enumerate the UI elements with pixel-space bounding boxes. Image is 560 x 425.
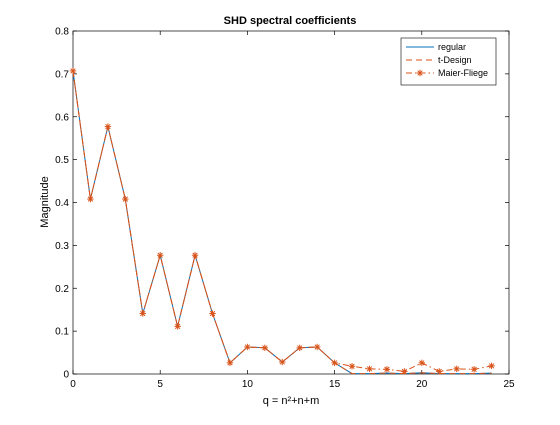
y-tick-label: 0.8 [55,27,69,38]
data-point-marker [488,362,495,370]
data-point-marker [191,252,199,259]
data-point-marker [383,366,391,373]
data-point-marker [453,365,460,373]
data-point-marker [416,69,424,77]
y-tick-label: 0.5 [55,155,69,166]
data-point-marker [226,359,234,367]
axis-ticks: 0 5 10 15 20 25 0 0.1 0.2 0.3 0.4 0.5 0.6 0.7 0.8 [55,27,515,391]
data-point-marker [436,368,443,375]
data-point-marker [87,195,94,203]
data-point-marker [470,366,478,373]
y-tick-label: 0.4 [55,198,69,209]
data-point-marker [279,358,286,366]
y-axis-label: Magnitude [39,176,51,227]
y-tick-label: 0 [63,370,69,381]
data-point-marker [157,252,164,259]
x-tick-label: 25 [503,379,515,390]
y-tick-label: 0.3 [55,241,69,252]
data-point-marker [296,344,303,352]
legend-label: t-Design [438,55,472,65]
data-point-marker [418,359,425,367]
data-point-marker [401,368,408,375]
x-tick-label: 15 [329,379,341,390]
data-point-marker [139,310,146,317]
y-tick-label: 0.2 [55,284,69,295]
legend-label: regular [438,42,466,52]
x-tick-label: 0 [70,379,76,390]
x-tick-label: 10 [242,379,254,390]
y-tick-label: 0.1 [55,327,69,338]
data-point-marker [244,343,251,351]
data-point-marker [331,359,338,367]
x-axis-label-text: q = n²+n+m [263,395,320,407]
data-point-marker [348,363,356,370]
data-point-marker [104,123,112,130]
legend: regular t-Design Maier-Fliege [400,37,497,86]
data-point-marker [174,323,181,330]
data-point-marker [313,343,321,351]
y-tick-label: 0.7 [55,69,69,80]
data-point-marker [122,195,129,203]
data-point-marker [366,365,373,373]
x-axis-label: q = n²+n+m [263,395,320,407]
data-point-marker [69,67,77,75]
x-tick-label: 20 [416,379,428,390]
legend-box [400,37,497,86]
plot-area [72,30,510,375]
legend-label: Maier-Fliege [438,68,488,78]
y-tick-label: 0.6 [55,112,69,123]
chart-title: SHD spectral coefficients [224,15,357,27]
data-point-marker [261,344,269,352]
x-tick-label: 5 [157,379,163,390]
data-point-marker [209,310,216,317]
series-layer [69,67,495,375]
